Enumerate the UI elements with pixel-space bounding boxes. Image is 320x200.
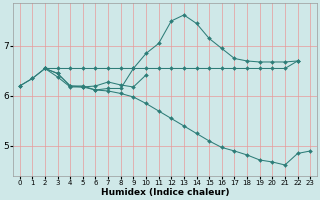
X-axis label: Humidex (Indice chaleur): Humidex (Indice chaleur) (101, 188, 229, 197)
